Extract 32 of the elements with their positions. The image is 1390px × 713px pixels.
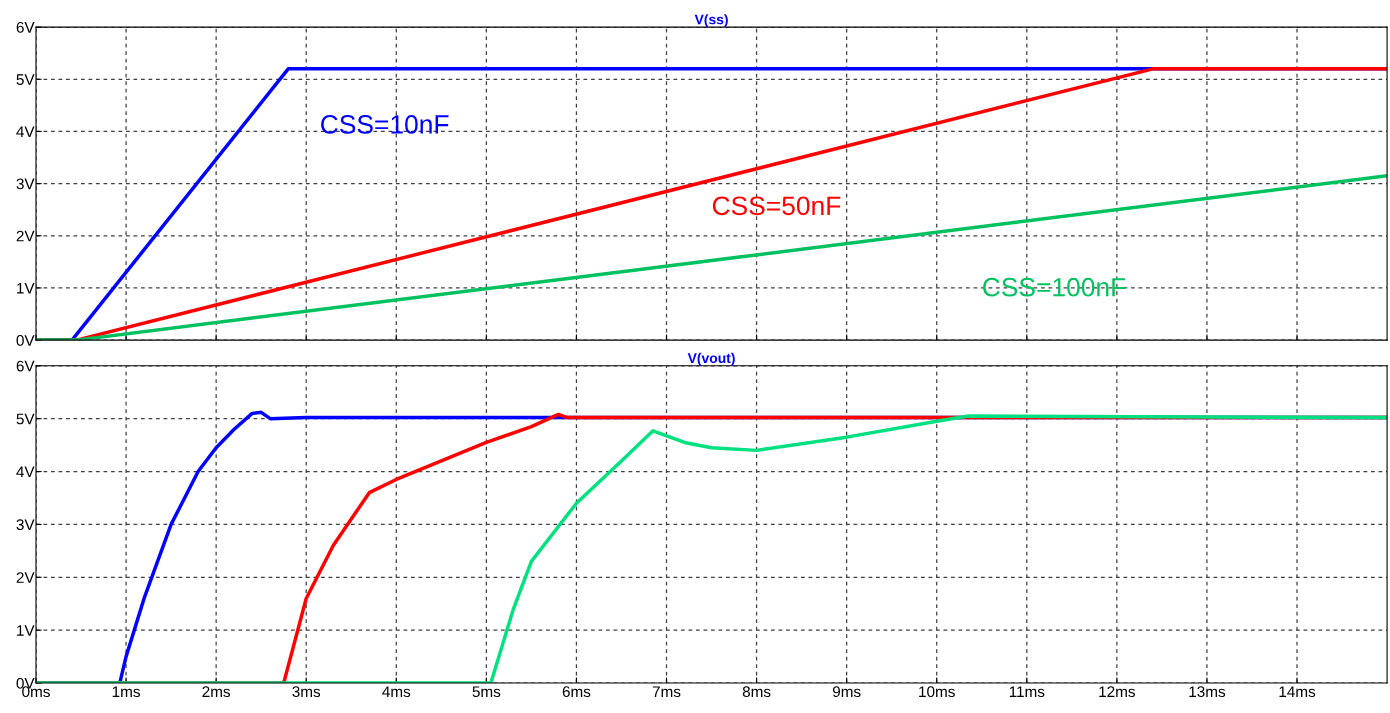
x-tick-label: 1ms [112, 686, 140, 698]
series-label: CSS=50nF [712, 196, 841, 216]
x-tick-label: 8ms [742, 686, 771, 698]
chart-title: V(vout) [687, 352, 735, 366]
y-tick-label: 4V [16, 466, 35, 478]
x-tick-label: 12ms [1099, 686, 1135, 698]
x-tick-label: 10ms [919, 686, 955, 698]
y-tick-label: 5V [16, 413, 35, 425]
x-tick-label: 7ms [652, 686, 681, 698]
y-tick-label: 1V [17, 282, 35, 294]
x-tick-label: 2ms [202, 686, 231, 698]
series-label: CSS=100nF [983, 277, 1126, 297]
y-tick-label: 3V [16, 519, 35, 531]
y-tick-label: 0V [16, 334, 35, 346]
x-tick-label: 13ms [1189, 686, 1226, 698]
y-tick-label: 6V [16, 21, 35, 33]
x-tick-label: 6ms [562, 686, 591, 698]
y-tick-label: 5V [16, 74, 35, 85]
chart-title: V(ss) [694, 14, 728, 28]
y-tick-label: 2V [16, 572, 35, 583]
x-tick-label: 11ms [1009, 686, 1045, 698]
y-tick-label: 3V [16, 178, 35, 190]
y-tick-label: 6V [16, 360, 35, 372]
y-tick-label: 1V [17, 625, 35, 636]
x-tick-label: 5ms [472, 686, 501, 698]
x-tick-label: 14ms [1279, 686, 1316, 698]
y-tick-label: 4V [16, 126, 35, 137]
series-label: CSS=10nF [321, 115, 449, 134]
y-tick-label: 2V [16, 230, 35, 242]
x-tick-label: 4ms [382, 686, 411, 698]
x-tick-label: 9ms [832, 686, 861, 698]
x-tick-label: 3ms [292, 686, 321, 698]
